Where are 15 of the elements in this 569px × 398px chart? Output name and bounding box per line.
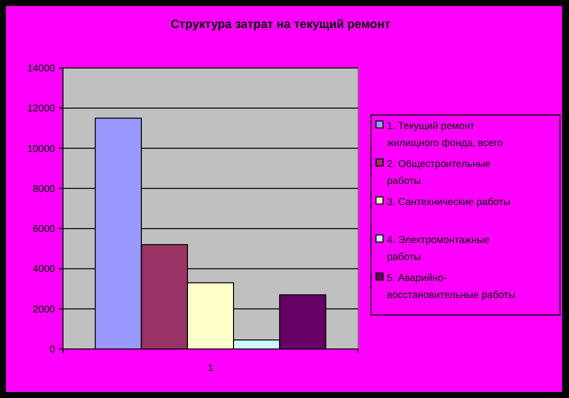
y-tick-label: 4000	[32, 264, 56, 276]
legend-label: 2. Общестроительные работы	[387, 159, 492, 187]
legend-label: 3. Сантехнические работы	[387, 197, 510, 208]
y-tick-label: 14000	[27, 64, 56, 74]
legend-label: 4. Электромонтажные работы	[387, 235, 490, 263]
legend-label: 1. Текущий ремонт жилищного фонда, всего	[387, 121, 504, 149]
chart-title: Структура затрат на текущий ремонт	[170, 17, 390, 31]
y-tick-label: 0	[49, 344, 56, 356]
y-tick-label: 2000	[32, 304, 56, 316]
y-tick-label: 12000	[27, 104, 56, 115]
y-tick-label: 6000	[32, 224, 56, 236]
legend-label: 5. Аварийно-восстановительные работы	[387, 273, 516, 301]
x-tick-label: 1	[208, 363, 214, 374]
y-tick-label: 10000	[27, 144, 56, 155]
y-tick-label: 8000	[32, 184, 56, 195]
